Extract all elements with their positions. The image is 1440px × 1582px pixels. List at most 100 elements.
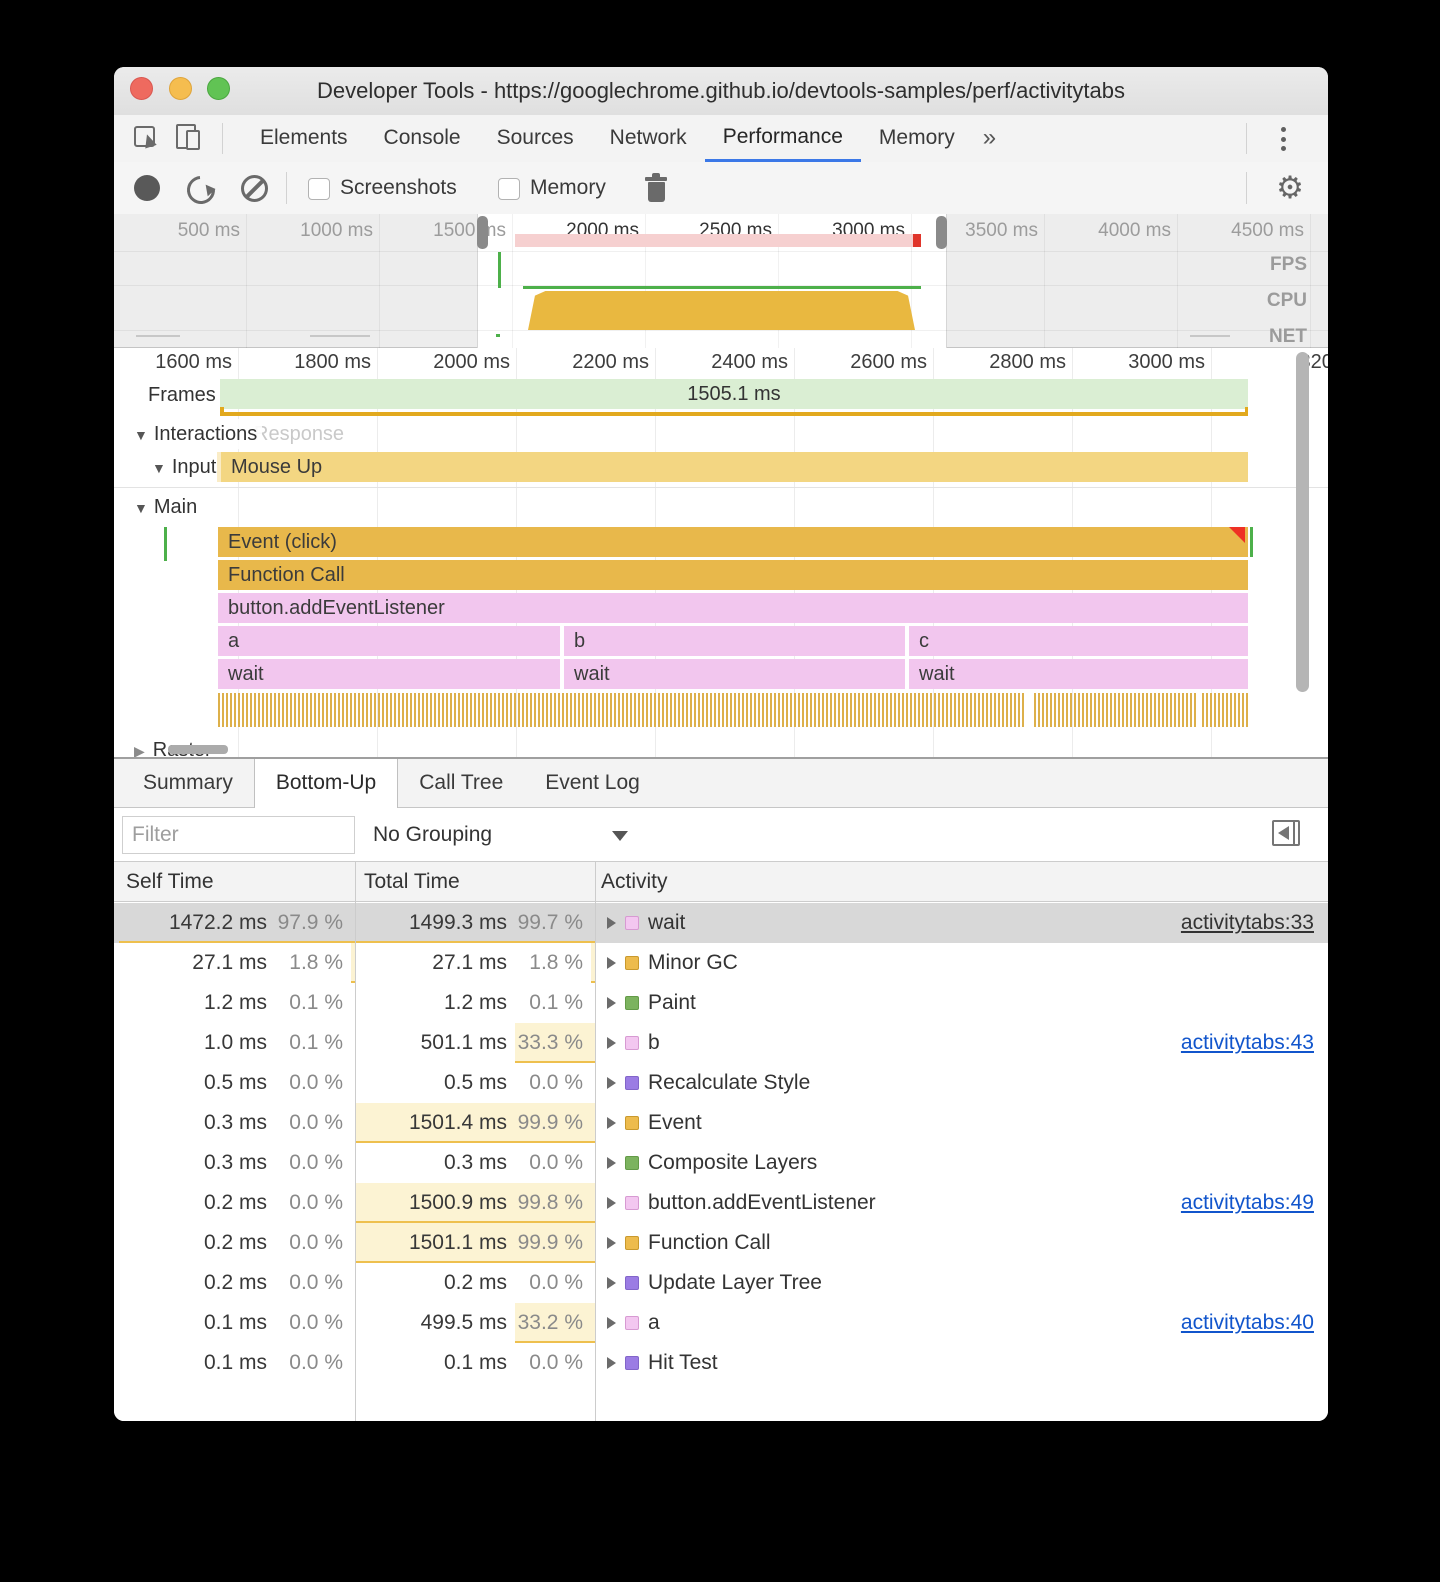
show-details-pane-icon[interactable] bbox=[1272, 820, 1300, 846]
tab-performance[interactable]: Performance bbox=[704, 115, 861, 162]
wait-bar[interactable]: wait bbox=[909, 659, 1248, 689]
inspect-element-icon[interactable] bbox=[134, 126, 157, 149]
record-button[interactable] bbox=[134, 175, 160, 201]
kebab-menu-icon[interactable] bbox=[1280, 127, 1286, 151]
activity-header[interactable]: Activity bbox=[601, 870, 668, 893]
table-row[interactable]: 0.2 ms 0.0 % 1501.1 ms 99.9 % Function Call bbox=[114, 1223, 1328, 1263]
expand-arrow-icon[interactable] bbox=[607, 1277, 616, 1289]
expand-arrow-icon[interactable] bbox=[607, 997, 616, 1009]
long-task-red-tip bbox=[913, 234, 921, 247]
source-link[interactable]: activitytabs:40 bbox=[1180, 1311, 1314, 1334]
span-bar-a[interactable]: a bbox=[218, 626, 560, 656]
tab-[interactable]: » bbox=[982, 124, 997, 151]
category-swatch bbox=[625, 1036, 639, 1050]
frame-bar[interactable] bbox=[220, 379, 1248, 409]
table-row[interactable]: 27.1 ms 1.8 % 27.1 ms 1.8 % Minor GC bbox=[114, 943, 1328, 983]
expand-arrow-icon[interactable] bbox=[607, 1037, 616, 1049]
self-time-header[interactable]: Self Time bbox=[126, 870, 214, 893]
source-link[interactable]: activitytabs:33 bbox=[1180, 911, 1314, 934]
total-time-header[interactable]: Total Time bbox=[364, 870, 460, 893]
interactions-track-label[interactable]: ▼ Interactions bbox=[134, 419, 263, 449]
long-task-indicator bbox=[515, 234, 913, 247]
source-link[interactable]: activitytabs:43 bbox=[1180, 1031, 1314, 1054]
selection-left-handle[interactable] bbox=[477, 216, 488, 249]
expand-arrow-icon[interactable] bbox=[607, 957, 616, 969]
activity-cell: Update Layer Tree bbox=[595, 1263, 1328, 1303]
pane-splitter[interactable] bbox=[114, 757, 1328, 759]
flame-chart-pane[interactable]: 1600 ms 1800 ms 2000 ms 2200 ms 2400 ms 2600 … bbox=[114, 348, 1328, 757]
source-link[interactable]: activitytabs:49 bbox=[1180, 1191, 1314, 1214]
gear-icon[interactable]: ⚙ bbox=[1276, 170, 1304, 205]
overview-gridline bbox=[1177, 214, 1178, 348]
tab-bottomup[interactable]: Bottom-Up bbox=[253, 759, 399, 808]
span-bar-c[interactable]: c bbox=[909, 626, 1248, 656]
filter-input[interactable] bbox=[122, 816, 355, 854]
tab-sources[interactable]: Sources bbox=[496, 126, 574, 149]
expand-arrow-icon[interactable] bbox=[607, 1317, 616, 1329]
table-row[interactable]: 0.2 ms 0.0 % 0.2 ms 0.0 % Update Layer Tree bbox=[114, 1263, 1328, 1303]
bottom-up-table: 1472.2 ms 97.9 % 1499.3 ms 99.7 % wait activi… bbox=[114, 903, 1328, 1421]
close-window-button[interactable] bbox=[130, 77, 153, 100]
time-value: 499.5 ms bbox=[420, 1311, 507, 1334]
trash-icon[interactable] bbox=[645, 173, 667, 202]
clear-recording-icon[interactable] bbox=[241, 175, 268, 202]
expand-arrow-icon[interactable] bbox=[607, 1197, 616, 1209]
tab-memory[interactable]: Memory bbox=[878, 126, 955, 149]
time-highlight bbox=[350, 943, 355, 983]
minimize-window-button[interactable] bbox=[169, 77, 192, 100]
time-percent: 1.8 % bbox=[529, 951, 583, 974]
expand-arrow-icon[interactable] bbox=[607, 1077, 616, 1089]
window-title: Developer Tools - https://googlechrome.g… bbox=[317, 78, 1125, 103]
timeline-overview[interactable]: 500 ms 1000 ms 1500 ms 2000 ms 2500 ms 3000 m… bbox=[114, 214, 1328, 348]
flame-ruler-label: 2600 ms bbox=[850, 351, 927, 373]
table-row[interactable]: 0.2 ms 0.0 % 1500.9 ms 99.8 % button.addEven… bbox=[114, 1183, 1328, 1223]
input-group-label[interactable]: ▼ Input bbox=[152, 452, 222, 482]
table-row[interactable]: 1472.2 ms 97.9 % 1499.3 ms 99.7 % wait activi… bbox=[114, 903, 1328, 943]
device-toolbar-icon[interactable] bbox=[176, 124, 204, 150]
event-listener-bar[interactable]: button.addEventListener bbox=[218, 593, 1248, 623]
overview-ruler-label: 4000 ms bbox=[1098, 220, 1171, 241]
function-call-bar[interactable]: Function Call bbox=[218, 560, 1248, 590]
table-row[interactable]: 0.3 ms 0.0 % 0.3 ms 0.0 % Composite Layers bbox=[114, 1143, 1328, 1183]
selection-right-handle[interactable] bbox=[936, 216, 947, 249]
tab-network[interactable]: Network bbox=[609, 126, 687, 149]
time-cell: 0.2 ms 0.0 % bbox=[114, 1223, 355, 1263]
expand-arrow-icon[interactable] bbox=[607, 1357, 616, 1369]
vertical-scrollbar-thumb[interactable] bbox=[1296, 352, 1309, 692]
tab-calltree[interactable]: Call Tree bbox=[419, 771, 504, 794]
table-row[interactable]: 1.2 ms 0.1 % 1.2 ms 0.1 % Paint bbox=[114, 983, 1328, 1023]
expand-arrow-icon[interactable] bbox=[607, 917, 616, 929]
screenshots-label[interactable]: Screenshots bbox=[340, 176, 457, 199]
main-track-label[interactable]: ▼ Main bbox=[134, 492, 203, 522]
input-mouse-up-bar[interactable] bbox=[217, 452, 1248, 482]
event-click-bar[interactable]: Event (click) bbox=[218, 527, 1248, 557]
zoom-window-button[interactable] bbox=[207, 77, 230, 100]
time-percent: 0.0 % bbox=[289, 1151, 343, 1174]
chevron-down-icon[interactable] bbox=[612, 831, 628, 841]
toolbar-divider bbox=[1246, 123, 1247, 154]
cpu-activity-area bbox=[528, 291, 915, 330]
memory-checkbox-label[interactable]: Memory bbox=[530, 176, 606, 199]
expand-arrow-icon[interactable] bbox=[607, 1237, 616, 1249]
expand-arrow-icon[interactable] bbox=[607, 1117, 616, 1129]
memory-checkbox[interactable] bbox=[498, 178, 520, 200]
table-row[interactable]: 0.1 ms 0.0 % 0.1 ms 0.0 % Hit Test bbox=[114, 1343, 1328, 1383]
table-row[interactable]: 1.0 ms 0.1 % 501.1 ms 33.3 % b activitytabs:4… bbox=[114, 1023, 1328, 1063]
tab-summary[interactable]: Summary bbox=[143, 771, 233, 794]
activity-label: a bbox=[648, 1311, 660, 1334]
screenshots-checkbox[interactable] bbox=[308, 178, 330, 200]
expand-arrow-icon[interactable] bbox=[607, 1157, 616, 1169]
horizontal-scrollbar-thumb[interactable] bbox=[168, 745, 228, 754]
table-row[interactable]: 0.1 ms 0.0 % 499.5 ms 33.2 % a activitytabs:4… bbox=[114, 1303, 1328, 1343]
tab-elements[interactable]: Elements bbox=[260, 126, 348, 149]
wait-bar[interactable]: wait bbox=[218, 659, 560, 689]
wait-bar[interactable]: wait bbox=[564, 659, 905, 689]
category-swatch bbox=[625, 1236, 639, 1250]
table-row[interactable]: 0.3 ms 0.0 % 1501.4 ms 99.9 % Event bbox=[114, 1103, 1328, 1143]
reload-and-record-icon[interactable] bbox=[181, 170, 223, 210]
table-row[interactable]: 0.5 ms 0.0 % 0.5 ms 0.0 % Recalculate Style bbox=[114, 1063, 1328, 1103]
tab-console[interactable]: Console bbox=[383, 126, 461, 149]
grouping-select[interactable]: No Grouping bbox=[373, 823, 493, 846]
tab-eventlog[interactable]: Event Log bbox=[545, 771, 640, 794]
span-bar-b[interactable]: b bbox=[564, 626, 905, 656]
